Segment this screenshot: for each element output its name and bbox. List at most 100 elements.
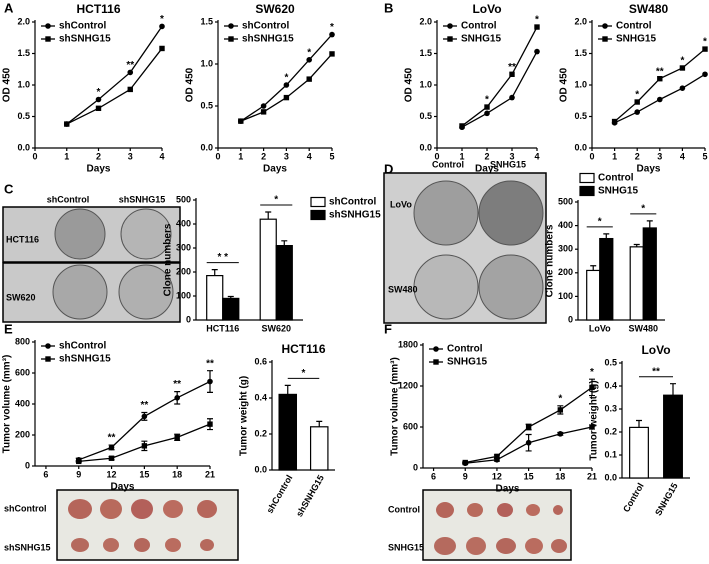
marker [95,96,102,103]
colony-photo: Control SNHG15 LoVo SW480 [383,159,547,324]
chart-title: LoVo [472,2,501,16]
x-tick-label: 6 [431,471,436,481]
dish [118,264,174,320]
marker [447,23,453,29]
tumor [434,537,456,555]
tumor [525,538,543,554]
bar [275,245,293,321]
marker [557,407,564,413]
tumor [467,503,483,517]
marker [159,45,165,52]
significance: * [590,367,594,378]
y-tick-label: 800 [15,336,30,346]
tumor [551,539,567,553]
error-bar [211,269,218,276]
tumor [553,505,563,515]
tumor [496,538,516,554]
tumor [497,503,513,517]
x-tick-label: 9 [76,469,81,479]
x-tick-label: 5 [702,151,707,161]
bar [278,393,298,471]
y-tick-label: 1800 [398,339,418,349]
legend-label: shSNHG15 [242,34,294,45]
marker [306,57,313,63]
chart-title: HCT116 [76,2,120,16]
marker [534,24,540,30]
y-tick-label: 0.3 [604,403,617,413]
series-line [461,26,538,127]
marker [484,110,490,117]
marker [702,71,708,78]
photo-row-label: shSNHG15 [4,542,51,552]
marker [76,458,82,465]
y-tick-label: 300 [176,242,191,252]
x-tick-label: 2 [96,151,101,161]
marker [45,23,51,29]
photo-row-label: Control [388,504,420,514]
marker [634,99,640,105]
tumor [134,538,150,552]
dish [478,180,544,246]
marker [174,395,180,401]
y-tick-label: 0.4 [254,392,267,402]
marker [45,36,51,42]
marker [679,65,686,71]
error-bar [265,211,272,220]
x-tick-label: 3 [657,151,662,161]
marker [108,455,115,461]
y-tick-label: 200 [15,429,30,439]
marker [534,48,540,55]
x-tick-label: Control [621,481,646,514]
bar [309,426,329,471]
tumor [200,539,214,551]
legend-label: Control [598,173,634,184]
y-tick-label: 0 [413,462,418,472]
series-line [66,26,163,125]
error-bar [590,265,597,271]
photo-row-label: shControl [4,503,47,513]
error-bar [316,420,323,427]
y-tick-label: 0.2 [604,426,617,436]
marker [306,76,312,82]
y-tick-label: 2.0 [17,16,30,26]
tumor [466,537,486,555]
x-tick-label: 12 [107,469,117,479]
marker [702,46,708,52]
marker [611,118,618,125]
legend-label: SNHG15 [447,357,487,368]
x-tick-label: LoVo [589,323,611,333]
marker [141,413,148,420]
significance: ** [508,62,516,73]
marker [484,104,490,110]
legend-label: SNHG15 [461,34,501,45]
series-line [66,48,163,125]
y-tick-label: 0.5 [200,100,213,110]
x-tick-label: 15 [139,469,149,479]
marker [228,36,234,42]
significance: * [330,22,334,33]
dish [413,254,479,320]
y-tick-label: 500 [558,196,573,206]
x-tick-label: 4 [534,151,539,161]
dish [478,254,544,320]
x-tick-label: shSNHG15 [294,473,326,518]
significance: ** [140,400,148,411]
legend-label: shControl [329,197,376,208]
legend-label: shSNHG15 [329,210,381,221]
significance: * [485,95,489,106]
x-tick-label: 4 [680,151,685,161]
tumor-photo: Control SNHG15 [388,489,572,561]
legend-swatch [310,209,326,221]
x-tick-label: 0 [589,151,594,161]
marker [228,23,234,29]
y-tick-label: 300 [558,244,573,254]
photo-column-label: Control [432,159,464,169]
panel-letter: B [384,0,393,15]
chart-title: LoVo [641,343,670,357]
y-tick-label: 1.5 [419,48,432,58]
error-bar [281,240,288,246]
tumor [68,499,92,519]
series-line [461,51,538,128]
dish [413,180,479,246]
marker [525,424,532,430]
